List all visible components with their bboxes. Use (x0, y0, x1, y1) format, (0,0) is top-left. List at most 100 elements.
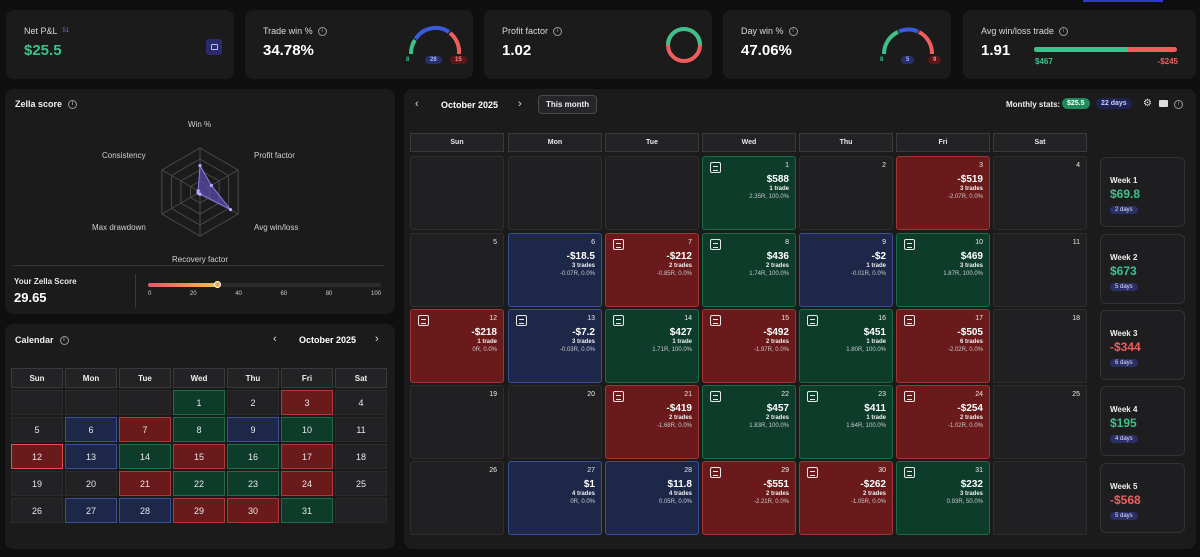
journal-note-icon[interactable] (516, 315, 527, 326)
info-icon[interactable]: i (553, 26, 563, 36)
calendar-day-cell[interactable]: 4 (993, 156, 1087, 230)
calendar-day-cell[interactable]: 26 (410, 461, 504, 535)
calendar-day-cell[interactable]: 9 -$2 1 trade -0.01R, 0.0% (799, 233, 893, 307)
week-summary-card[interactable]: Week 5 -$568 5 days (1100, 463, 1185, 533)
calendar-day-cell[interactable]: 13 -$7.2 3 trades -0.03R, 0.0% (508, 309, 602, 383)
mini-calendar-day[interactable]: 24 (281, 471, 333, 496)
info-icon[interactable]: i (317, 26, 327, 36)
mini-calendar-day[interactable]: 26 (11, 498, 63, 523)
mini-calendar-day[interactable]: 12 (11, 444, 63, 469)
next-month-icon[interactable]: › (518, 98, 522, 110)
calendar-day-cell[interactable]: 11 (993, 233, 1087, 307)
mini-calendar-day[interactable]: 28 (119, 498, 171, 523)
mini-calendar-day[interactable]: 9 (227, 417, 279, 442)
calendar-day-cell[interactable]: 12 -$218 1 trade 0R, 0.0% (410, 309, 504, 383)
calendar-day-cell[interactable]: 22 $457 2 trades 1.83R, 100.0% (702, 385, 796, 459)
mini-calendar-day[interactable]: 7 (119, 417, 171, 442)
week-summary-card[interactable]: Week 2 $673 5 days (1100, 234, 1185, 304)
calendar-day-cell[interactable]: 24 -$254 2 trades -1.02R, 0.0% (896, 385, 990, 459)
mini-calendar-day[interactable]: 27 (65, 498, 117, 523)
journal-note-icon[interactable] (613, 239, 624, 250)
mini-next-month-icon[interactable]: › (375, 333, 379, 345)
camera-icon[interactable] (1159, 100, 1168, 107)
calendar-day-cell[interactable]: 3 -$519 3 trades -2.07R, 0.0% (896, 156, 990, 230)
calendar-day-cell[interactable]: 15 -$492 2 trades -1.97R, 0.0% (702, 309, 796, 383)
journal-note-icon[interactable] (710, 391, 721, 402)
mini-calendar-day[interactable]: 30 (227, 498, 279, 523)
mini-calendar-day[interactable]: 4 (335, 390, 387, 415)
mini-calendar-day[interactable]: 5 (11, 417, 63, 442)
journal-note-icon[interactable] (710, 239, 721, 250)
calendar-day-cell[interactable]: 25 (993, 385, 1087, 459)
info-icon[interactable]: i (59, 335, 69, 345)
journal-note-icon[interactable] (807, 315, 818, 326)
calendar-day-cell[interactable]: 29 -$551 2 trades -2.21R, 0.0% (702, 461, 796, 535)
calendar-day-cell[interactable]: 10 $469 3 trades 1.87R, 100.0% (896, 233, 990, 307)
calendar-day-cell[interactable]: 1 $588 1 trade 2.35R, 100.0% (702, 156, 796, 230)
calendar-day-cell[interactable]: 14 $427 1 trade 1.71R, 100.0% (605, 309, 699, 383)
mini-calendar-day[interactable]: 20 (65, 471, 117, 496)
mini-calendar-day[interactable]: 23 (227, 471, 279, 496)
net-pnl-icon[interactable] (206, 39, 222, 55)
this-month-button[interactable]: This month (538, 95, 598, 114)
calendar-day-cell[interactable]: 16 $451 1 trade 1.80R, 100.0% (799, 309, 893, 383)
calendar-day-cell[interactable]: 23 $411 1 trade 1.64R, 100.0% (799, 385, 893, 459)
journal-note-icon[interactable] (904, 239, 915, 250)
week-summary-card[interactable]: Week 1 $69.8 2 days (1100, 157, 1185, 227)
mini-calendar-day[interactable]: 14 (119, 444, 171, 469)
journal-note-icon[interactable] (807, 391, 818, 402)
mini-calendar-day[interactable]: 25 (335, 471, 387, 496)
mini-calendar-day[interactable]: 3 (281, 390, 333, 415)
calendar-day-cell[interactable]: 21 -$419 2 trades -1.68R, 0.0% (605, 385, 699, 459)
mini-calendar-day[interactable]: 18 (335, 444, 387, 469)
calendar-day-cell[interactable]: 20 (508, 385, 602, 459)
calendar-day-cell[interactable]: 5 (410, 233, 504, 307)
info-icon[interactable]: i (788, 26, 798, 36)
info-icon[interactable]: i (68, 99, 78, 109)
mini-calendar-day[interactable]: 16 (227, 444, 279, 469)
mini-calendar-day[interactable]: 21 (119, 471, 171, 496)
calendar-day-cell[interactable]: 18 (993, 309, 1087, 383)
mini-calendar-day[interactable]: 19 (11, 471, 63, 496)
mini-calendar-day[interactable]: 31 (281, 498, 333, 523)
mini-calendar-day[interactable]: 13 (65, 444, 117, 469)
calendar-day-cell[interactable]: 31 $232 3 trades 0.93R, 50.0% (896, 461, 990, 535)
journal-note-icon[interactable] (710, 315, 721, 326)
calendar-day-cell[interactable]: 17 -$505 6 trades -2.02R, 0.0% (896, 309, 990, 383)
journal-note-icon[interactable] (904, 315, 915, 326)
mini-calendar-day[interactable]: 17 (281, 444, 333, 469)
mini-calendar-day[interactable]: 11 (335, 417, 387, 442)
mini-prev-month-icon[interactable]: ‹ (273, 333, 277, 345)
calendar-day-cell[interactable]: 2 (799, 156, 893, 230)
journal-note-icon[interactable] (613, 315, 624, 326)
journal-note-icon[interactable] (904, 467, 915, 478)
journal-note-icon[interactable] (710, 467, 721, 478)
calendar-day-cell[interactable]: 27 $1 4 trades 0R, 0.0% (508, 461, 602, 535)
week-summary-card[interactable]: Week 3 -$344 6 days (1100, 310, 1185, 380)
calendar-day-cell[interactable]: 8 $436 2 trades 1.74R, 100.0% (702, 233, 796, 307)
mini-calendar-day[interactable]: 29 (173, 498, 225, 523)
mini-calendar-day[interactable]: 2 (227, 390, 279, 415)
mini-calendar-day[interactable]: 10 (281, 417, 333, 442)
journal-note-icon[interactable] (418, 315, 429, 326)
week-summary-card[interactable]: Week 4 $195 4 days (1100, 386, 1185, 456)
prev-month-icon[interactable]: ‹ (415, 98, 419, 110)
calendar-day-cell[interactable]: 6 -$18.5 3 trades -0.07R, 0.0% (508, 233, 602, 307)
mini-calendar-day[interactable]: 6 (65, 417, 117, 442)
mini-calendar-day[interactable]: 22 (173, 471, 225, 496)
calendar-day-cell[interactable]: 19 (410, 385, 504, 459)
calendar-day-cell[interactable]: 30 -$262 2 trades -1.05R, 0.0% (799, 461, 893, 535)
info-icon[interactable]: i (1058, 26, 1068, 36)
calendar-day-cell[interactable]: 7 -$212 2 trades -0.85R, 0.0% (605, 233, 699, 307)
journal-note-icon[interactable] (904, 391, 915, 402)
journal-note-icon[interactable] (807, 467, 818, 478)
gear-icon[interactable]: ⚙ (1143, 98, 1152, 109)
journal-note-icon[interactable] (613, 391, 624, 402)
journal-note-icon[interactable] (710, 162, 721, 173)
calendar-day-cell[interactable]: 28 $11.8 4 trades 0.05R, 0.0% (605, 461, 699, 535)
mini-calendar-day[interactable]: 1 (173, 390, 225, 415)
mini-calendar-day[interactable]: 8 (173, 417, 225, 442)
zella-score-knob[interactable] (214, 281, 222, 288)
mini-calendar-day[interactable]: 15 (173, 444, 225, 469)
info-icon[interactable]: i (1174, 100, 1183, 109)
